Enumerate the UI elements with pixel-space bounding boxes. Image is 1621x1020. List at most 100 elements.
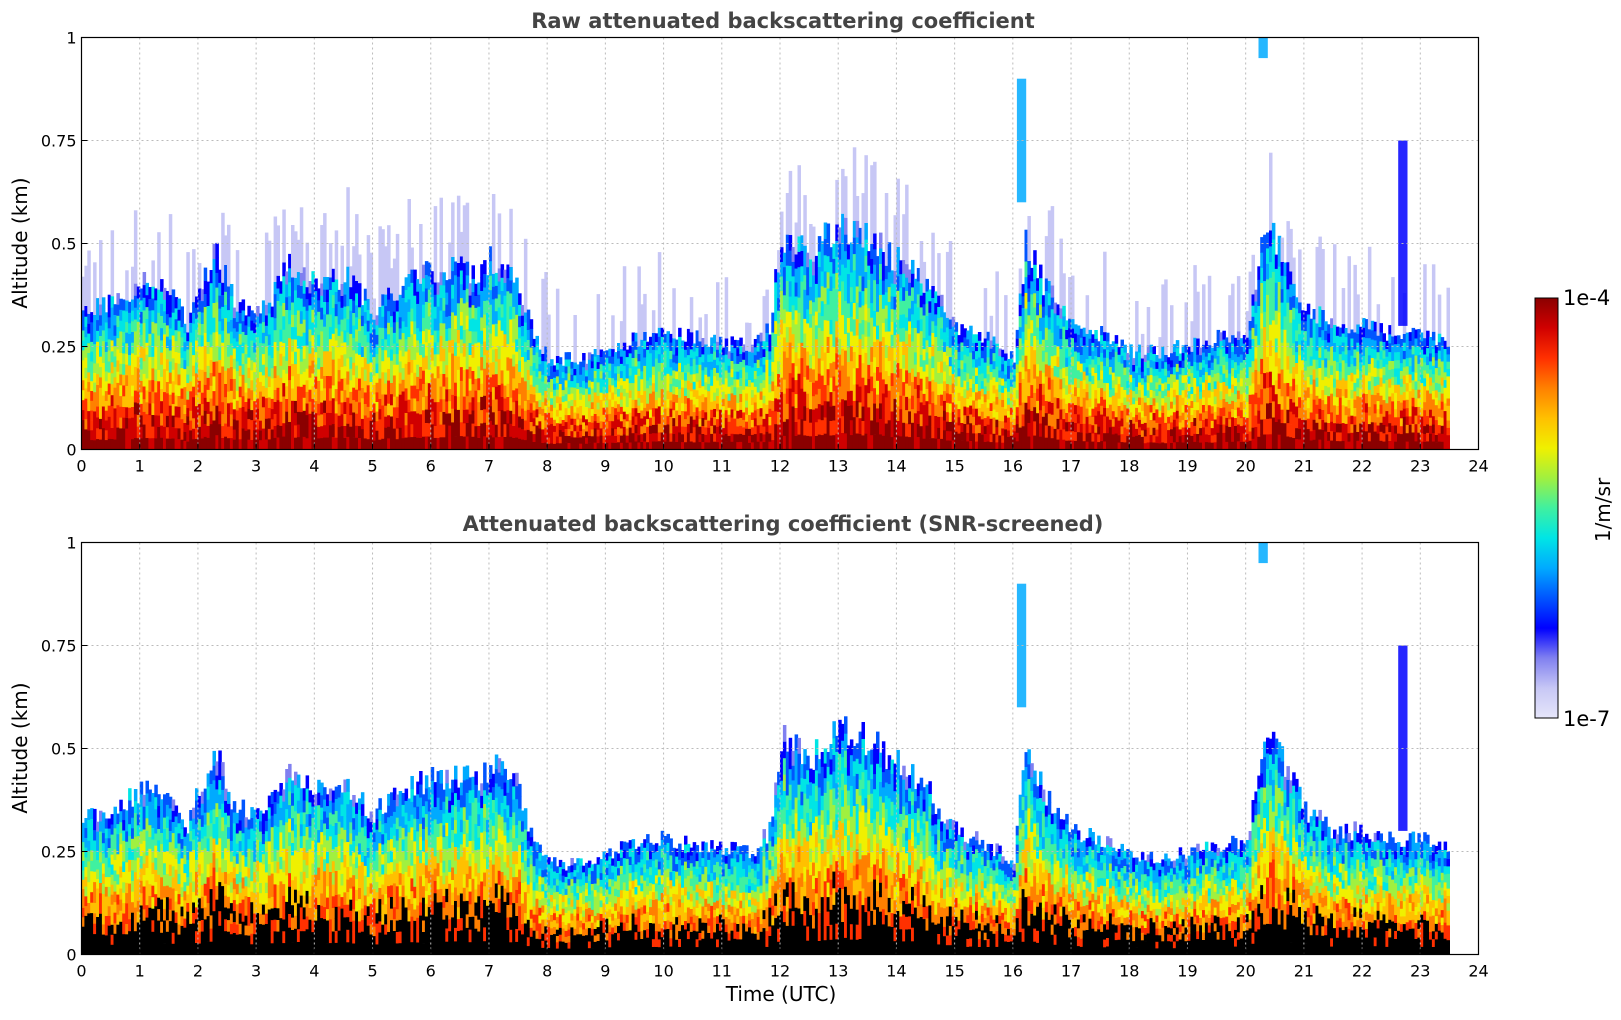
heatmap-cell (299, 361, 304, 375)
heatmap-cell (232, 358, 237, 369)
heatmap-cell (625, 406, 630, 415)
heatmap-cell (829, 247, 833, 263)
heatmap-cell (305, 403, 310, 416)
heatmap-cell (381, 360, 385, 373)
heatmap-cell (340, 366, 344, 379)
heatmap-cell (960, 431, 964, 441)
heatmap-cell (951, 411, 956, 422)
heatmap-cell (634, 374, 638, 384)
heatmap-cell (884, 397, 889, 411)
heatmap-cell (93, 343, 97, 354)
heatmap-cell (384, 305, 388, 318)
heatmap-cell (855, 433, 860, 450)
heatmap-cell (599, 420, 604, 429)
heatmap-cell (896, 377, 900, 393)
heatmap-cell (96, 427, 100, 440)
heatmap-cell (666, 373, 670, 383)
heatmap-cell (503, 411, 507, 425)
heatmap-cell (125, 375, 129, 386)
heatmap-cell (203, 436, 208, 450)
heatmap-cell (619, 428, 624, 436)
heatmap-cell (436, 342, 441, 355)
heatmap-cell (1062, 398, 1066, 409)
heatmap-cell (812, 226, 816, 262)
heatmap-cell (1033, 392, 1037, 408)
heatmap-cell (931, 426, 935, 439)
heatmap-cell (873, 418, 877, 435)
heatmap-cell (599, 406, 604, 415)
heatmap-cell (454, 395, 458, 410)
heatmap-cell (832, 434, 836, 450)
heatmap-cell (943, 439, 947, 450)
heatmap-cell (745, 442, 749, 450)
heatmap-cell (483, 381, 487, 396)
heatmap-cell (698, 364, 702, 373)
heatmap-cell (579, 418, 583, 425)
heatmap-cell (154, 369, 158, 381)
heatmap-cell (398, 383, 403, 395)
heatmap-cell (695, 330, 700, 340)
heatmap-cell (541, 353, 545, 362)
heatmap-cell (119, 428, 123, 440)
heatmap-cell (456, 422, 461, 437)
heatmap-cell (579, 368, 583, 375)
heatmap-cell (567, 393, 571, 402)
heatmap-cell (157, 358, 161, 370)
heatmap-cell (593, 370, 598, 379)
heatmap-cell (110, 296, 115, 308)
heatmap-cell (631, 416, 636, 425)
heatmap-cell (93, 372, 97, 383)
heatmap-cell (611, 420, 615, 429)
heatmap-cell (817, 388, 822, 405)
heatmap-cell (625, 399, 630, 407)
heatmap-cell (311, 424, 315, 438)
heatmap-cell (812, 275, 816, 289)
heatmap-cell (419, 390, 423, 403)
heatmap-cell (381, 305, 385, 317)
heatmap-cell (937, 372, 941, 384)
heatmap-cell (259, 430, 263, 441)
heatmap-cell (171, 403, 176, 416)
heatmap-cell (128, 301, 132, 313)
heatmap-cell (739, 337, 743, 346)
heatmap-cell (107, 350, 112, 362)
heatmap-cell (1036, 400, 1040, 414)
heatmap-cell (1050, 426, 1055, 439)
heatmap-cell (247, 398, 251, 409)
heatmap-cell (328, 351, 333, 364)
heatmap-cell (489, 405, 493, 421)
heatmap-cell (512, 437, 516, 450)
heatmap-cell (218, 282, 222, 296)
heatmap-cell (753, 339, 758, 348)
heatmap-cell (745, 322, 749, 351)
heatmap-cell (602, 365, 606, 373)
heatmap-cell (579, 399, 583, 406)
heatmap-cell (378, 439, 382, 450)
heatmap-cell (940, 438, 944, 450)
heatmap-cell (555, 429, 560, 437)
heatmap-cell (145, 401, 149, 415)
heatmap-cell (523, 322, 528, 333)
heatmap-cell (369, 323, 374, 334)
heatmap-cell (264, 356, 269, 368)
heatmap-cell (189, 361, 193, 372)
heatmap-cell (716, 349, 720, 358)
heatmap-cell (846, 303, 851, 318)
heatmap-cell (430, 398, 435, 412)
heatmap-cell (832, 243, 836, 259)
heatmap-cell (1047, 353, 1052, 366)
heatmap-cell (1030, 436, 1034, 450)
heatmap-cell (401, 309, 406, 322)
heatmap-cell (197, 323, 202, 335)
heatmap-cell (797, 251, 801, 268)
heatmap-cell (317, 288, 321, 301)
heatmap-cell (168, 317, 173, 329)
heatmap-cell (852, 147, 857, 221)
heatmap-cell (358, 425, 362, 438)
heatmap-cell (270, 347, 275, 358)
heatmap-cell (480, 383, 484, 397)
heatmap-cell (718, 409, 723, 418)
heatmap-cell (983, 386, 988, 395)
heatmap-cell (841, 399, 845, 417)
heatmap-cell (305, 379, 310, 392)
